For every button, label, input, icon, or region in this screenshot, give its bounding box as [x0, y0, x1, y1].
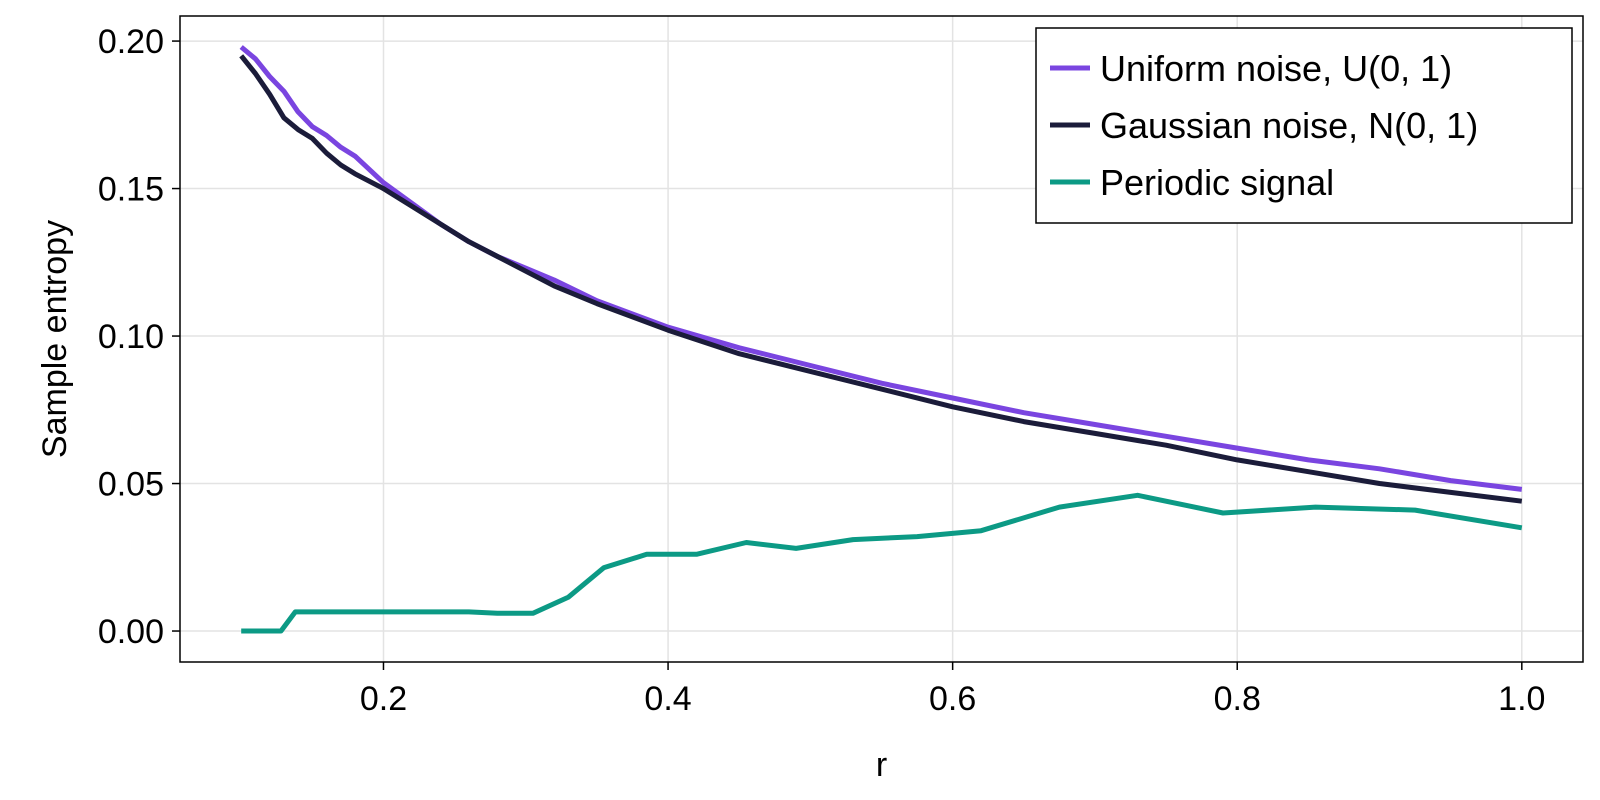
y-tick-label: 0.00	[98, 613, 164, 651]
axis-ticks: 0.2 0.4 0.6 0.8 1.0 0.00 0.05 0.10 0.15 0.20	[98, 23, 1546, 718]
x-tick-label: 0.4	[644, 680, 691, 718]
x-tick-label: 1.0	[1498, 680, 1545, 718]
series-lines	[239, 45, 1523, 634]
legend: Uniform noise, U(0, 1) Gaussian noise, N(…	[1035, 27, 1573, 224]
series-line-2	[239, 54, 1523, 504]
y-axis-label: Sample entropy	[36, 220, 74, 458]
legend-label-3: Periodic signal	[1100, 162, 1334, 203]
y-tick-label: 0.10	[98, 318, 164, 356]
plot-frame	[179, 15, 1584, 663]
x-tick-label: 0.6	[929, 680, 976, 718]
y-tick-label: 0.20	[98, 23, 164, 61]
legend-label-2: Gaussian noise, N(0, 1)	[1100, 105, 1478, 146]
series-line-3	[241, 492, 1523, 634]
y-tick-label: 0.05	[98, 466, 164, 504]
legend-label-1: Uniform noise, U(0, 1)	[1100, 48, 1452, 89]
legend-box	[1035, 27, 1573, 224]
x-axis-label: r	[876, 746, 887, 784]
series-line-1	[239, 45, 1523, 492]
x-tick-label: 0.2	[360, 680, 407, 718]
y-tick-label: 0.15	[98, 171, 164, 209]
x-tick-label: 0.8	[1214, 680, 1261, 718]
